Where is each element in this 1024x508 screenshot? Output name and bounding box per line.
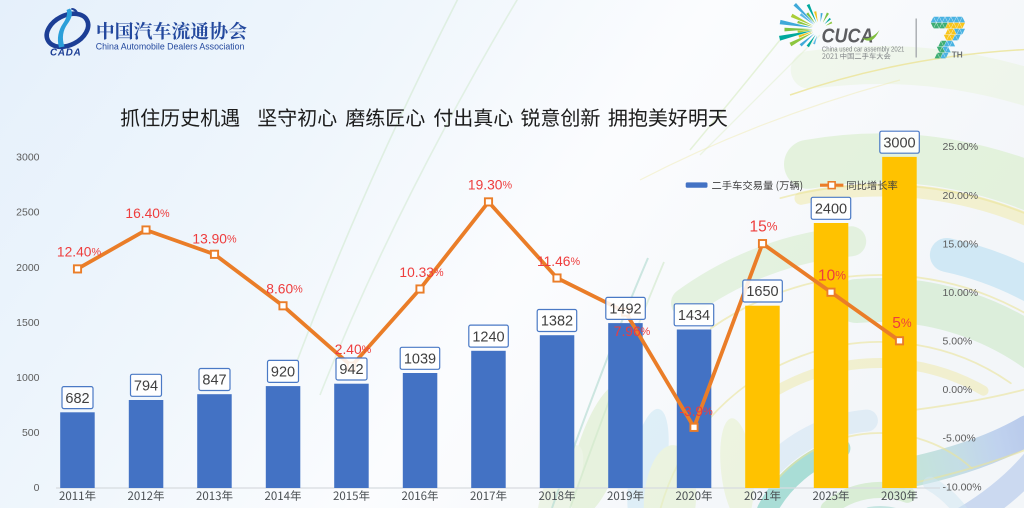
svg-text:20.00%: 20.00% — [943, 190, 979, 202]
svg-text:0.00%: 0.00% — [943, 384, 973, 396]
svg-text:2500: 2500 — [16, 207, 40, 219]
svg-text:16.40%: 16.40% — [125, 206, 170, 221]
svg-text:1039: 1039 — [404, 352, 436, 368]
svg-text:-10.00%: -10.00% — [943, 481, 982, 493]
svg-text:942: 942 — [339, 362, 363, 378]
svg-text:15%: 15% — [749, 218, 777, 235]
svg-text:2.40%: 2.40% — [335, 342, 372, 357]
svg-text:682: 682 — [65, 391, 89, 407]
svg-text:0: 0 — [34, 482, 40, 494]
svg-text:500: 500 — [22, 427, 40, 439]
svg-text:920: 920 — [271, 365, 295, 381]
svg-text:5.00%: 5.00% — [943, 336, 973, 348]
svg-text:15.00%: 15.00% — [943, 238, 979, 250]
svg-text:3000: 3000 — [16, 152, 40, 164]
svg-text:-5.00%: -5.00% — [943, 433, 976, 445]
svg-text:25.00%: 25.00% — [943, 141, 979, 153]
svg-text:10.00%: 10.00% — [943, 287, 979, 299]
svg-text:11.46%: 11.46% — [537, 254, 581, 269]
svg-text:13.90%: 13.90% — [192, 231, 237, 246]
svg-text:7.96%: 7.96% — [614, 324, 651, 339]
svg-text:10.33%: 10.33% — [399, 265, 444, 280]
svg-text:1240: 1240 — [472, 329, 504, 345]
svg-text:1492: 1492 — [609, 302, 641, 318]
svg-text:3000: 3000 — [883, 135, 915, 151]
svg-text:1500: 1500 — [16, 317, 40, 329]
svg-text:TH: TH — [952, 50, 963, 59]
svg-text:China Automobile Dealers Assoc: China Automobile Dealers Association — [96, 41, 245, 51]
svg-text:1434: 1434 — [678, 308, 710, 324]
svg-text:8.60%: 8.60% — [266, 282, 303, 297]
svg-text:CUCA: CUCA — [822, 26, 874, 48]
svg-text:2000: 2000 — [16, 262, 40, 274]
svg-text:10%: 10% — [818, 267, 846, 284]
svg-text:5%: 5% — [892, 315, 912, 332]
svg-text:CADA: CADA — [50, 48, 82, 59]
svg-text:12.40%: 12.40% — [57, 245, 102, 260]
svg-text:-3.9%: -3.9% — [679, 404, 713, 419]
svg-text:2400: 2400 — [815, 202, 847, 218]
svg-text:794: 794 — [134, 379, 158, 395]
svg-text:19.30%: 19.30% — [468, 178, 513, 193]
svg-text:China used car assembly 2021: China used car assembly 2021 — [822, 44, 905, 53]
svg-text:1382: 1382 — [541, 314, 573, 330]
svg-text:847: 847 — [202, 373, 226, 389]
svg-text:1000: 1000 — [16, 372, 40, 384]
svg-text:1650: 1650 — [746, 284, 778, 300]
